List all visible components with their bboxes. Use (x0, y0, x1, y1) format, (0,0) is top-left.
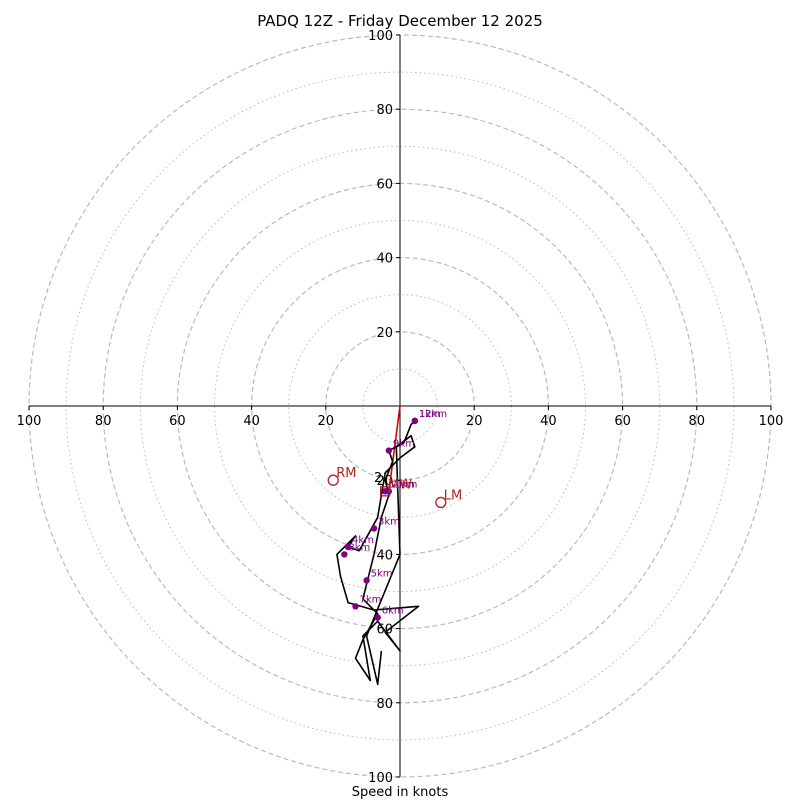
height-marker-8km (341, 551, 348, 558)
motion-label-LM: LM (444, 488, 462, 503)
height-label-7km: 7km (359, 594, 381, 605)
height-label-6km: 6km (382, 605, 404, 616)
x-left-tick-80: 80 (95, 414, 112, 429)
critical-angle-label: 2 (374, 471, 382, 486)
x-axis-label: Speed in knots (352, 785, 449, 800)
shear-vector (388, 405, 401, 492)
height-label-8km: 8km (348, 542, 370, 553)
height-marker-6km (374, 614, 381, 621)
height-marker-12km (411, 417, 419, 425)
y-top-tick-80: 80 (376, 103, 393, 118)
y-top-tick-40: 40 (376, 252, 393, 267)
tick-labels: 100 80 60 40 20 20 40 60 80 100204060801002040608… (17, 29, 784, 786)
y-bottom-tick-40: 40 (376, 548, 393, 563)
x-right-tick-80: 80 (689, 414, 706, 429)
height-marker-4km (344, 543, 352, 551)
height-label-5km: 5km (371, 568, 393, 579)
height-label-1km: 1km (419, 409, 441, 420)
storm-motion-markers: RM LM MW (327, 466, 462, 509)
chart-title: PADQ 12Z - Friday December 12 2025 (257, 12, 543, 30)
height-marker-9km (385, 447, 393, 454)
height-label-4km: 4km (352, 535, 374, 546)
height-marker-5km (363, 577, 370, 584)
motion-marker-MW (380, 486, 391, 497)
height-marker-10km (381, 488, 389, 495)
y-top-tick-20: 20 (376, 326, 393, 341)
shear-line (388, 405, 401, 492)
x-right-tick-60: 60 (614, 414, 631, 429)
wind-trace (336, 420, 420, 686)
height-label-10km: 10km (389, 479, 417, 490)
motion-label-MW: MW (388, 477, 412, 492)
motion-marker-LM (435, 496, 447, 509)
height-marker-7km (352, 603, 359, 610)
x-left-tick-20: 20 (318, 414, 335, 429)
x-right-tick-100: 100 (759, 414, 784, 429)
y-top-tick-100: 100 (368, 29, 393, 44)
x-right-tick-40: 40 (540, 414, 557, 429)
x-right-tick-20: 20 (466, 414, 483, 429)
height-label-2km: 2km (393, 479, 415, 490)
y-bottom-tick-80: 80 (376, 697, 393, 712)
height-label-12km: 12km (419, 409, 447, 420)
x-left-tick-40: 40 (243, 414, 260, 429)
wind-trace-line (336, 420, 420, 686)
x-left-tick-100: 100 (17, 414, 42, 429)
height-label-9km: 9km (393, 439, 415, 450)
y-top-tick-60: 60 (376, 177, 393, 192)
height-marker-3km (370, 525, 378, 532)
y-bottom-tick-100: 100 (368, 771, 393, 786)
x-left-tick-60: 60 (169, 414, 186, 429)
motion-marker-RM (327, 474, 339, 486)
motion-label-RM: RM (336, 466, 356, 481)
height-label-3km: 3km (378, 516, 400, 527)
